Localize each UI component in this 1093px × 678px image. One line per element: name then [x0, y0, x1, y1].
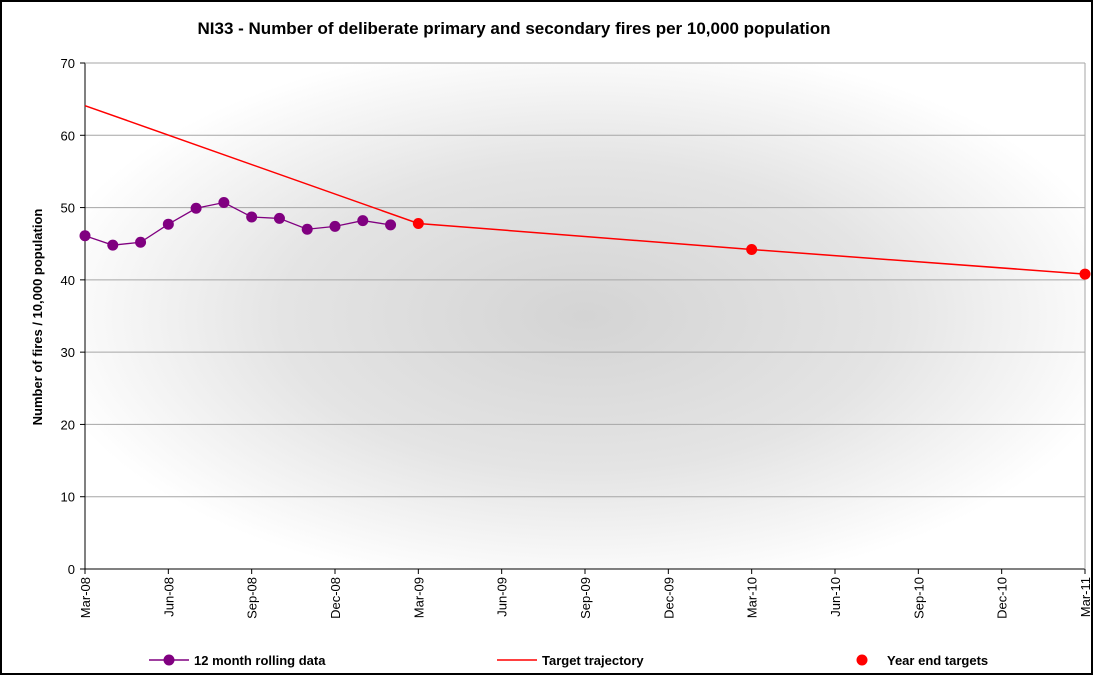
- y-tick-label: 20: [61, 417, 75, 432]
- data-point: [273, 212, 285, 224]
- y-axis-label: Number of fires / 10,000 population: [30, 209, 45, 426]
- y-tick-label: 0: [68, 562, 75, 577]
- data-point: [218, 197, 230, 209]
- y-tick-label: 50: [61, 201, 75, 216]
- x-tick-label: Mar-10: [745, 577, 760, 618]
- legend-item: Target trajectory: [497, 653, 644, 668]
- chart-title: NI33 - Number of deliberate primary and …: [198, 19, 831, 38]
- data-point: [246, 211, 258, 223]
- data-point: [412, 217, 424, 229]
- y-tick-labels: 0 10 20 30 40 50 60 70: [61, 56, 85, 577]
- legend-item: 12 month rolling data: [149, 653, 326, 668]
- data-point: [162, 218, 174, 230]
- data-point: [301, 223, 313, 235]
- data-point: [190, 202, 202, 214]
- data-point: [135, 236, 147, 248]
- x-tick-label: Sep-10: [911, 577, 926, 619]
- data-point: [79, 230, 91, 242]
- legend-swatch-marker: [856, 654, 868, 666]
- data-point: [1079, 268, 1091, 280]
- series-year-end-targets: [412, 217, 1091, 280]
- legend-label: Target trajectory: [542, 653, 644, 668]
- series-12-month-rolling-data: [79, 197, 397, 251]
- legend-label: Year end targets: [887, 653, 988, 668]
- y-tick-label: 70: [61, 56, 75, 71]
- y-tick-label: 40: [61, 273, 75, 288]
- x-tick-label: Mar-08: [78, 577, 93, 618]
- x-tick-label: Mar-11: [1078, 577, 1091, 617]
- x-tick-label: Jun-09: [495, 577, 510, 617]
- x-tick-label: Jun-10: [828, 577, 843, 617]
- x-tick-label: Dec-08: [328, 577, 343, 619]
- y-tick-label: 10: [61, 490, 75, 505]
- data-point: [107, 239, 119, 251]
- series-line: [84, 104, 1086, 275]
- y-tick-label: 30: [61, 345, 75, 360]
- x-tick-label: Sep-09: [578, 577, 593, 619]
- data-point: [329, 220, 341, 232]
- x-tick-label: Jun-08: [161, 577, 176, 617]
- x-tick-label: Sep-08: [245, 577, 260, 619]
- x-tick-labels: Mar-08 Jun-08 Sep-08 Dec-08 Mar-09 Jun-09 Sep-…: [78, 569, 1093, 619]
- series-target-trajectory: [84, 104, 1086, 275]
- data-point: [385, 219, 397, 231]
- x-tick-label: Dec-10: [995, 577, 1010, 619]
- legend: 12 month rolling data Target trajectory Ye…: [149, 653, 988, 668]
- x-tick-label: Dec-09: [661, 577, 676, 619]
- data-point: [357, 215, 369, 227]
- legend-swatch-marker: [163, 654, 175, 666]
- y-tick-label: 60: [61, 128, 75, 143]
- x-tick-label: Mar-09: [411, 577, 426, 618]
- plot-area: [85, 63, 1085, 569]
- data-point: [746, 243, 758, 255]
- legend-item: Year end targets: [856, 653, 988, 668]
- legend-label: 12 month rolling data: [194, 653, 326, 668]
- series-layer: [79, 104, 1091, 280]
